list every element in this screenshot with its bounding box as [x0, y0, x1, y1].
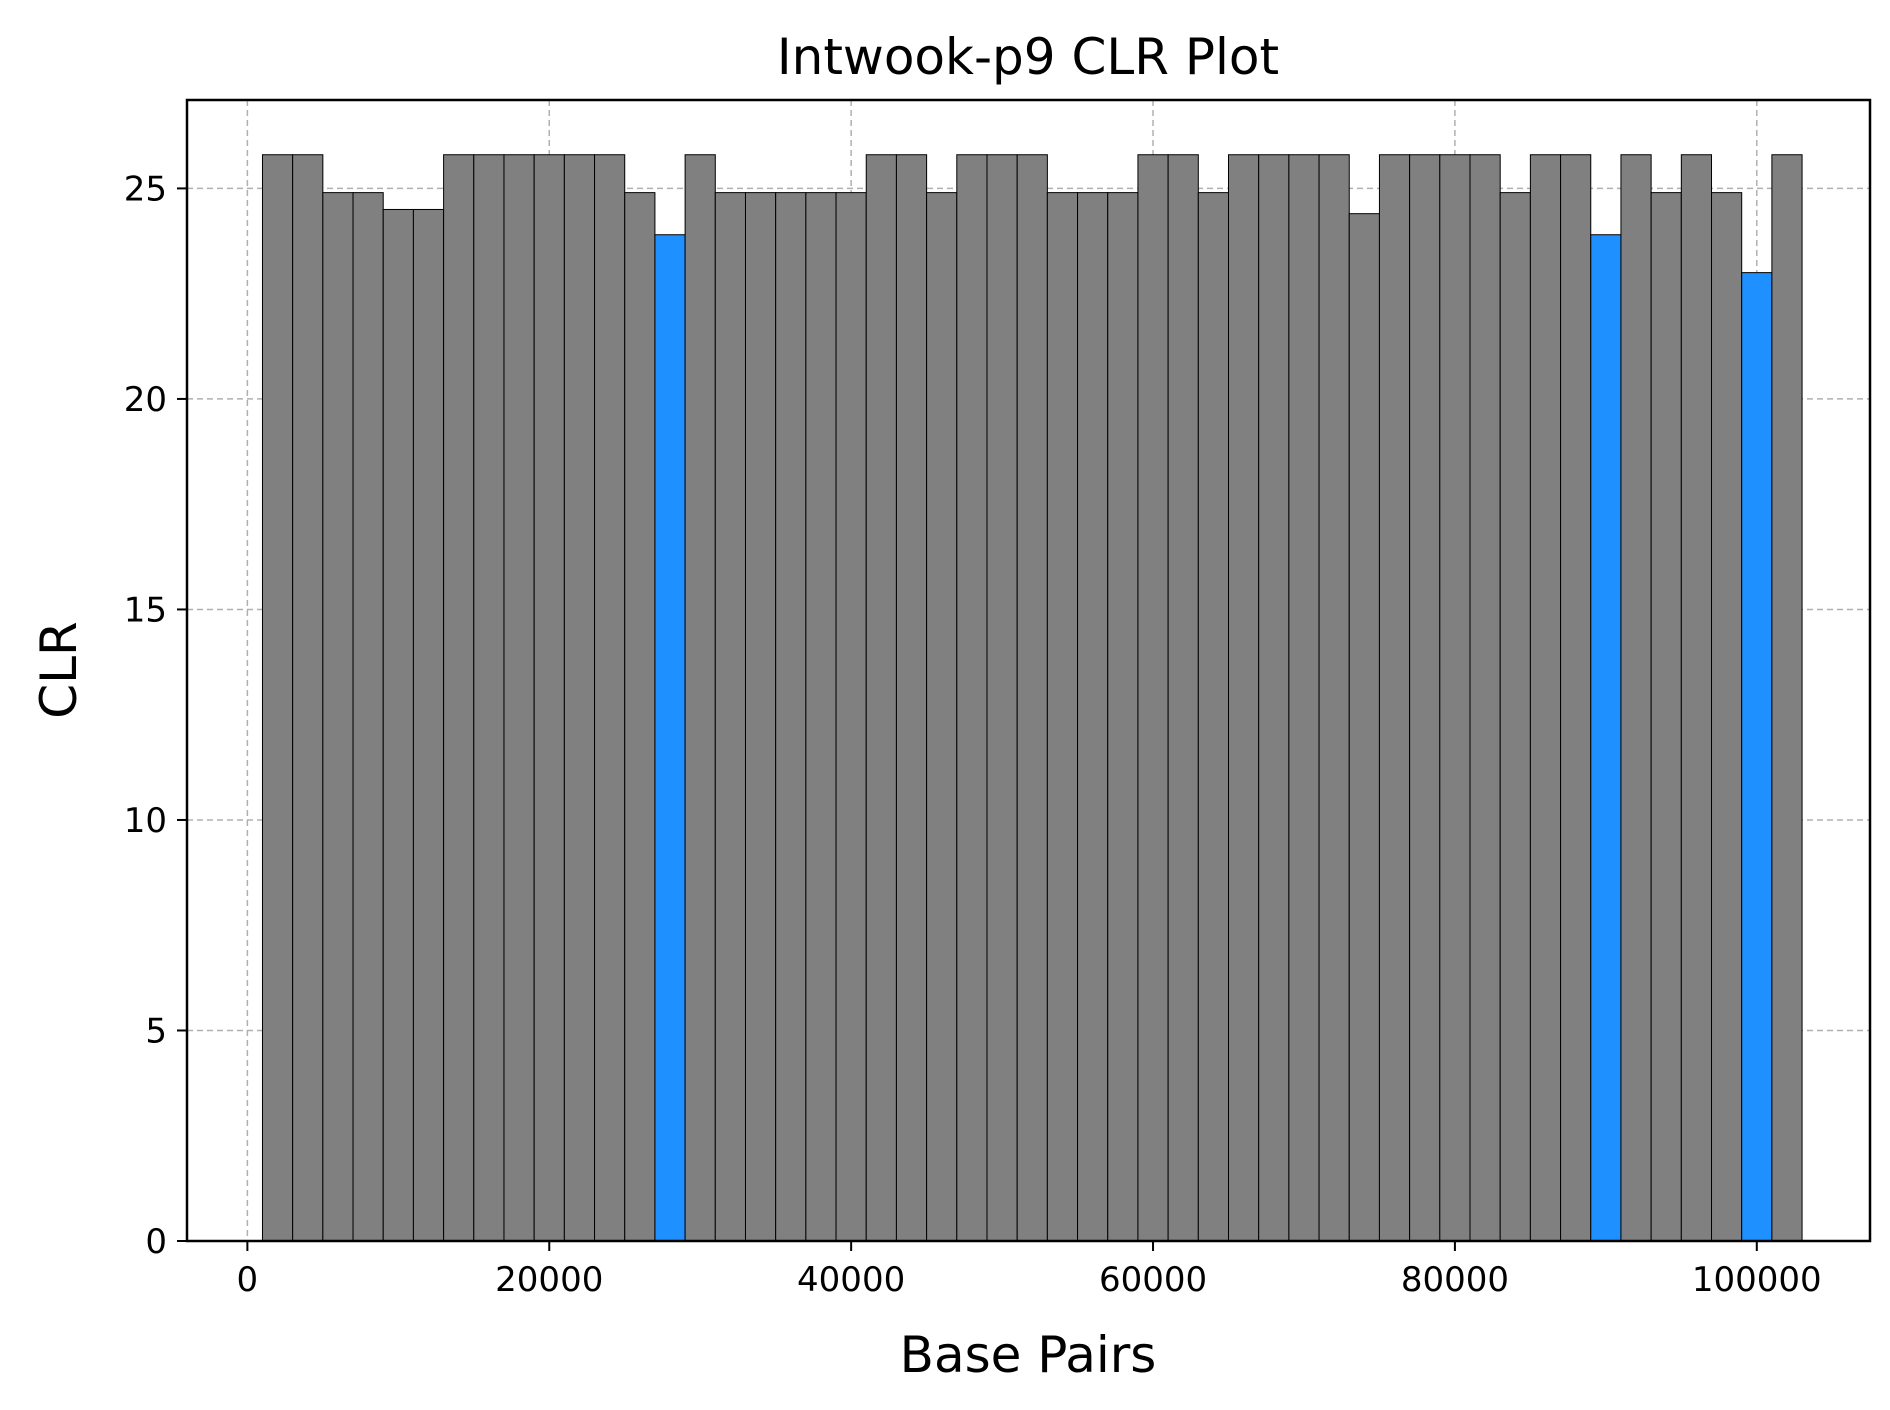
x-axis-label: Base Pairs: [900, 1326, 1157, 1384]
bar-1: [292, 154, 324, 1242]
bar-43: [1560, 154, 1592, 1242]
x-tick-label-3: 60000: [1099, 1260, 1207, 1300]
bar-11: [594, 154, 626, 1242]
bar-7: [473, 154, 505, 1242]
y-tick-label-4: 20: [124, 380, 167, 420]
y-tick-label-1: 5: [145, 1011, 167, 1051]
bar-18: [805, 192, 837, 1242]
chart-title: Intwook-p9 CLR Plot: [777, 28, 1279, 86]
bar-27: [1077, 192, 1109, 1242]
bar-14: [684, 154, 716, 1242]
bar-42: [1529, 154, 1562, 1242]
bar-8: [503, 154, 535, 1242]
x-tick-label-5: 100000: [1692, 1260, 1822, 1300]
y-tick-label-0: 0: [145, 1222, 167, 1262]
bar-21: [895, 154, 928, 1242]
bar-47: [1680, 154, 1713, 1242]
bar-31: [1197, 192, 1229, 1242]
bar-19: [835, 192, 867, 1242]
bar-33: [1258, 154, 1290, 1242]
highlighted-bar-44: [1590, 234, 1622, 1242]
bar-17: [775, 192, 807, 1242]
bar-46: [1650, 192, 1682, 1242]
x-tick-label-0: 0: [237, 1260, 259, 1300]
y-tick-label-2: 10: [124, 801, 167, 841]
bar-37: [1378, 154, 1411, 1242]
bar-25: [1016, 154, 1048, 1242]
bar-48: [1711, 192, 1743, 1242]
bar-30: [1167, 154, 1199, 1242]
bar-29: [1137, 154, 1169, 1242]
bar-41: [1499, 192, 1531, 1242]
bar-36: [1348, 213, 1380, 1242]
highlighted-bar-13: [654, 234, 686, 1242]
y-tick-label-3: 15: [124, 590, 167, 630]
bar-15: [714, 192, 746, 1242]
bar-34: [1288, 154, 1320, 1242]
x-tick-label-1: 20000: [495, 1260, 603, 1300]
bar-2: [322, 192, 354, 1242]
bar-39: [1439, 154, 1471, 1242]
ticks: 0 20000 40000 60000 80000 100000 0 5 10 15 20 25: [124, 169, 1822, 1300]
bar-3: [352, 192, 384, 1242]
y-axis-label: CLR: [30, 621, 88, 719]
highlighted-bar-49: [1741, 272, 1773, 1242]
bar-24: [986, 154, 1018, 1242]
bar-28: [1107, 192, 1139, 1242]
bar-45: [1620, 154, 1652, 1242]
bar-35: [1318, 154, 1350, 1242]
bar-16: [744, 192, 777, 1242]
bar-50: [1771, 154, 1803, 1242]
plot-frame: [185, 98, 1872, 1243]
bar-38: [1409, 154, 1441, 1242]
bar-26: [1046, 192, 1079, 1242]
bar-20: [865, 154, 897, 1242]
bar-32: [1227, 154, 1260, 1242]
bar-22: [926, 192, 958, 1242]
bar-4: [382, 208, 414, 1242]
y-tick-label-5: 25: [124, 169, 167, 209]
bar-6: [443, 154, 475, 1242]
x-tick-label-2: 40000: [797, 1260, 905, 1300]
bar-9: [533, 154, 565, 1242]
bar-5: [412, 208, 445, 1242]
bar-40: [1469, 154, 1501, 1242]
x-tick-label-4: 80000: [1401, 1260, 1509, 1300]
bar-12: [624, 192, 656, 1242]
bars: [261, 154, 1803, 1242]
bar-0: [261, 154, 294, 1242]
bar-10: [563, 154, 596, 1242]
bar-23: [956, 154, 988, 1242]
